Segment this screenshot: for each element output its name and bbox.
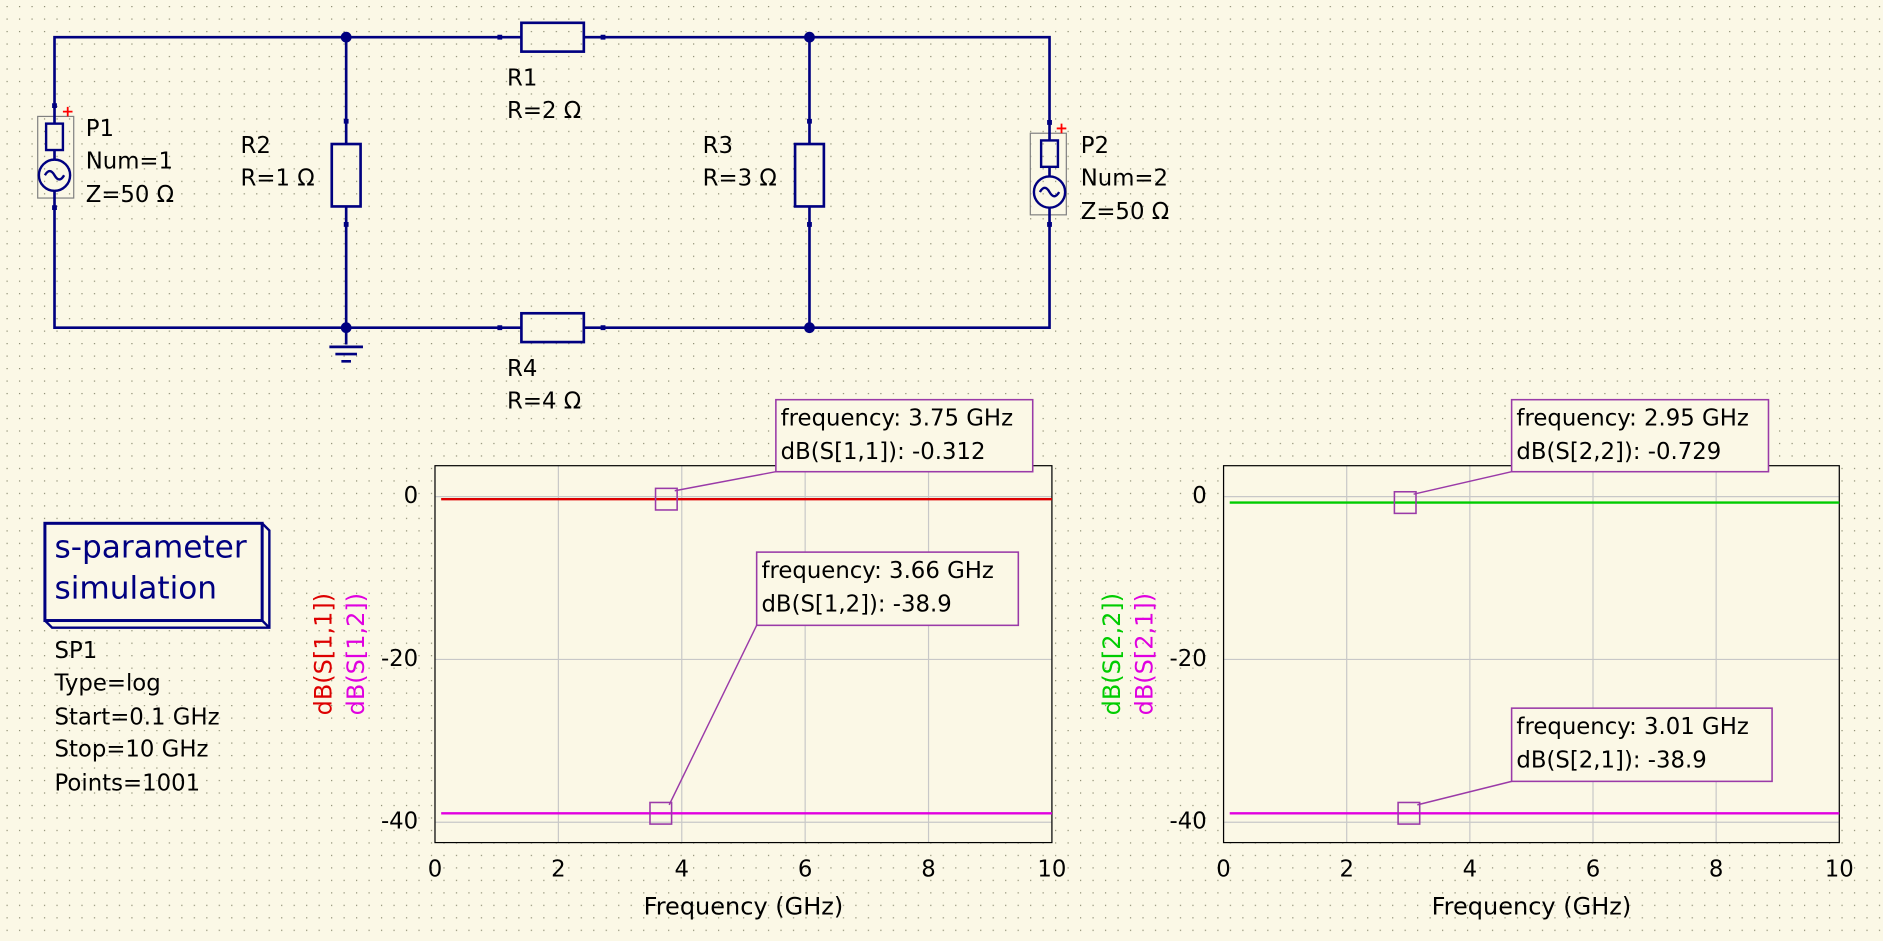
port-impedance: Z=50 Ω	[86, 182, 174, 208]
marker-box	[1510, 707, 1773, 783]
marker-label: frequency: 3.75 GHz	[781, 405, 1013, 431]
port-num: Num=2	[1081, 165, 1168, 191]
marker-box	[1510, 398, 1770, 473]
resistor-value: R=1 Ω	[241, 165, 315, 191]
x-tick-label: 2	[1339, 857, 1354, 883]
port-impedance: Z=50 Ω	[1081, 199, 1169, 225]
simulation-block: s-parameter simulation SP1 Type=log Star…	[43, 521, 271, 796]
simulation-param: Start=0.1 GHz	[55, 704, 220, 730]
marker-leader	[668, 625, 758, 806]
y-axis-label: dB(S[1,1])	[310, 593, 338, 716]
marker	[1397, 801, 1421, 825]
x-tick-label: 2	[551, 857, 566, 883]
x-tick-label: 0	[428, 857, 443, 883]
resistor-value: R=4 Ω	[507, 389, 581, 415]
marker-leader	[1413, 470, 1512, 495]
y-axis-label: dB(S[1,2])	[342, 593, 370, 716]
resistor-name: R2	[241, 133, 271, 159]
ground	[329, 345, 363, 363]
simulation-name: SP1	[55, 638, 98, 664]
marker	[649, 801, 673, 825]
resistor-r4	[497, 311, 606, 344]
resistor-r2	[330, 118, 362, 227]
marker-label: frequency: 3.01 GHz	[1516, 714, 1748, 740]
resistor-name: R1	[507, 66, 537, 92]
y-axis-label: dB(S[2,2])	[1098, 593, 1126, 716]
simulation-param: Points=1001	[55, 770, 201, 796]
x-tick-label: 10	[1037, 857, 1066, 883]
y-tick-label: -20	[1170, 646, 1207, 672]
resistor-name: R4	[507, 356, 537, 382]
y-tick-label: -40	[381, 809, 418, 835]
x-tick-label: 0	[1216, 857, 1231, 883]
y-tick-label: -40	[1170, 809, 1207, 835]
marker-label: frequency: 3.66 GHz	[761, 558, 993, 584]
marker-label: dB(S[2,2]): -0.729	[1516, 439, 1721, 465]
port-p2	[1029, 120, 1067, 227]
y-tick-label: 0	[404, 483, 419, 509]
nodes	[340, 31, 815, 334]
schematic: P1 Num=1 Z=50 Ω P2 Num=2 Z=50 Ω R1 R=2 Ω…	[37, 21, 1169, 415]
x-axis-label: Frequency (GHz)	[1432, 892, 1632, 920]
simulation-param: Stop=10 GHz	[55, 737, 209, 763]
marker-leader	[674, 470, 776, 492]
resistor-value: R=3 Ω	[703, 165, 777, 191]
port-num: Num=1	[86, 149, 173, 175]
x-tick-label: 6	[798, 857, 813, 883]
marker-box	[775, 398, 1034, 473]
marker-label: dB(S[1,1]): -0.312	[781, 439, 986, 465]
marker-label: frequency: 2.95 GHz	[1516, 405, 1748, 431]
port-name: P2	[1081, 133, 1109, 159]
x-tick-label: 4	[675, 857, 690, 883]
port-p1	[37, 103, 75, 211]
resistor-r3	[793, 118, 826, 227]
marker-box	[755, 551, 1020, 627]
plot-area	[434, 465, 1052, 843]
marker	[1393, 490, 1417, 515]
plot-area	[1223, 465, 1840, 843]
simulation-title: simulation	[55, 570, 218, 606]
simulation-param: Type=log	[54, 671, 161, 697]
y-tick-label: -20	[381, 646, 418, 672]
x-tick-label: 8	[921, 857, 936, 883]
y-axis-label: dB(S[2,1])	[1131, 593, 1159, 716]
marker	[654, 487, 678, 511]
x-tick-label: 8	[1709, 857, 1724, 883]
y-tick-label: 0	[1192, 483, 1207, 509]
x-tick-label: 10	[1825, 857, 1854, 883]
marker-leader	[1417, 780, 1512, 806]
resistor-value: R=2 Ω	[507, 98, 581, 124]
marker-label: dB(S[1,2]): -38.9	[761, 591, 951, 617]
port-name: P1	[86, 116, 114, 142]
x-tick-label: 6	[1586, 857, 1601, 883]
x-tick-label: 4	[1463, 857, 1478, 883]
plot-frame	[434, 465, 1053, 844]
wires	[53, 35, 1051, 345]
resistor-r1	[497, 21, 606, 53]
simulation-title: s-parameter	[55, 530, 247, 566]
marker-label: dB(S[2,1]): -38.9	[1516, 747, 1706, 773]
resistor-name: R3	[703, 133, 733, 159]
x-axis-label: Frequency (GHz)	[644, 892, 844, 920]
